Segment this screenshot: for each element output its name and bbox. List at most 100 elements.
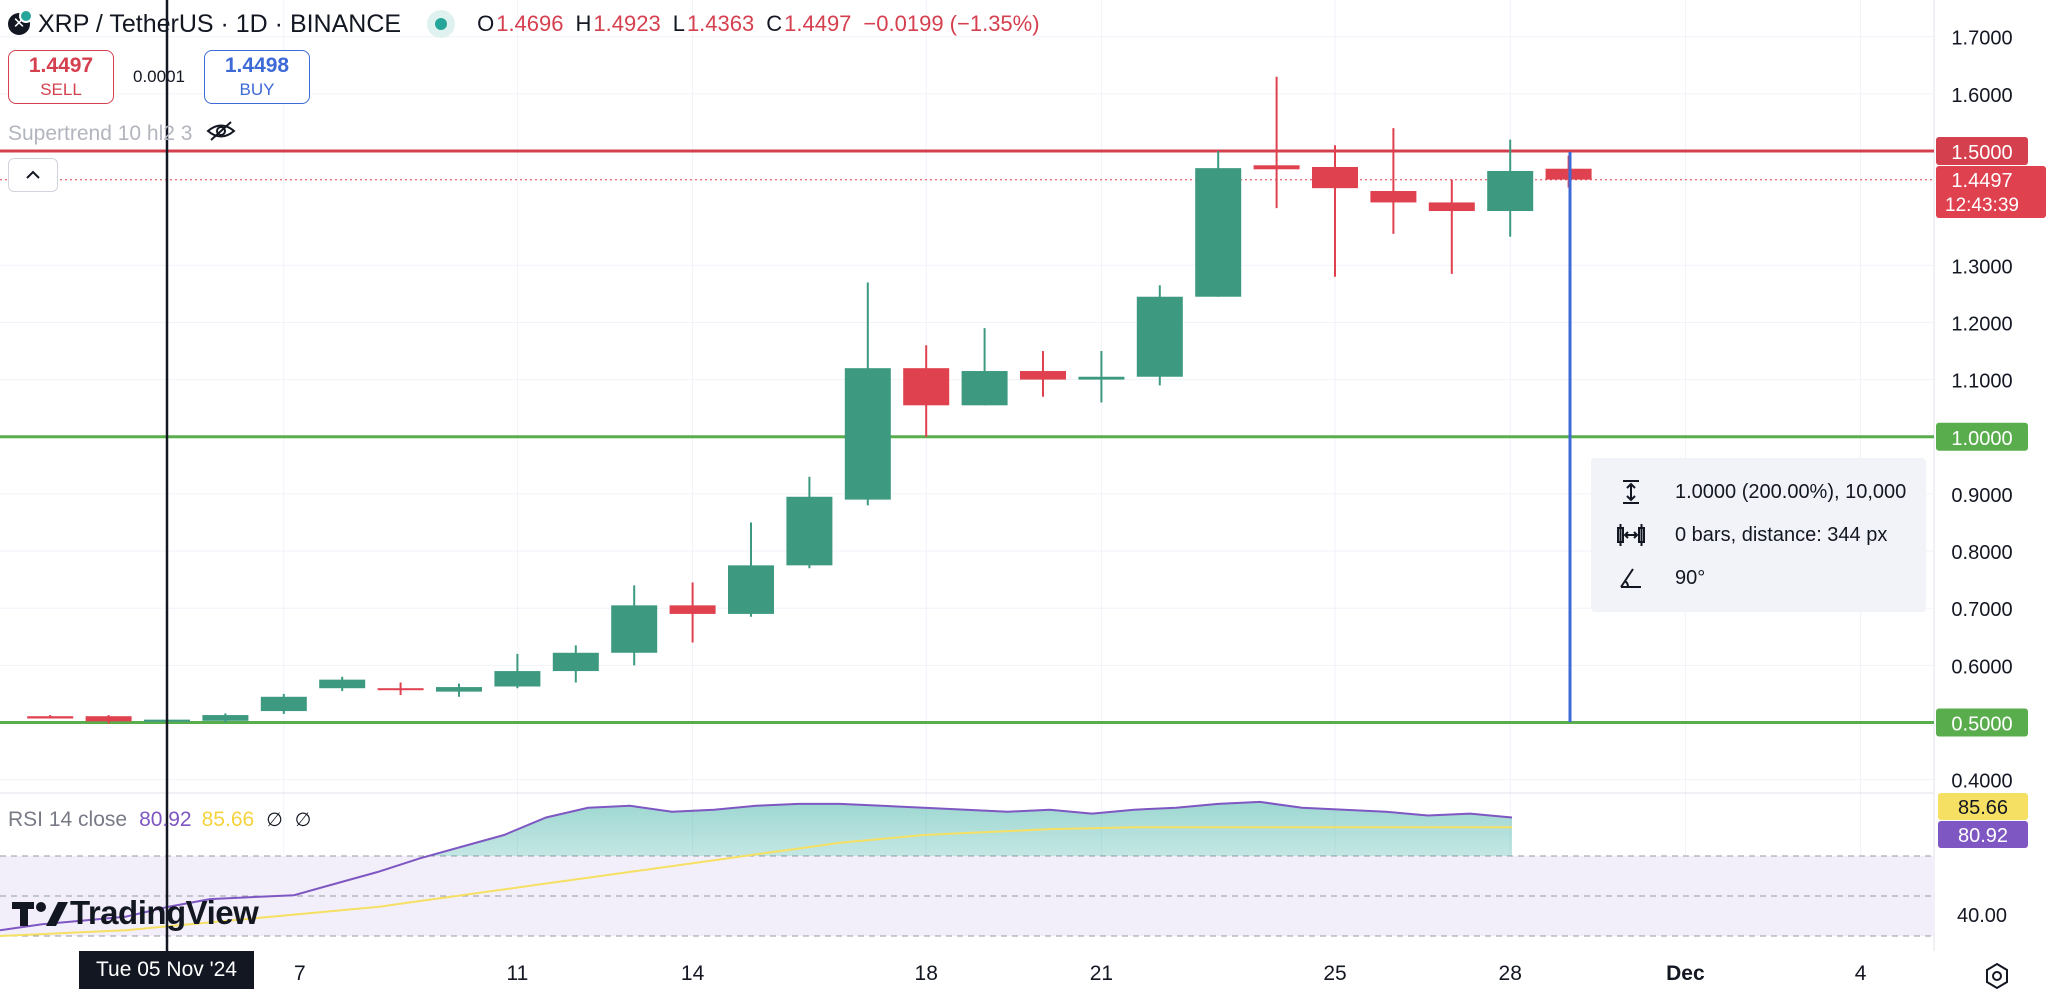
tradingview-logo[interactable]: TradingView — [12, 894, 259, 932]
candle-body — [786, 496, 833, 566]
price-range-icon — [1613, 479, 1649, 505]
ohlc-low: L1.4363 — [673, 11, 755, 37]
candle-body — [669, 605, 716, 614]
price-tag-0.5000: 0.5000 — [1951, 714, 2012, 736]
sell-price: 1.4497 — [28, 54, 94, 77]
close-label: C — [766, 11, 783, 36]
rsi-tag-bg — [1938, 821, 2028, 848]
x-tick-11: 11 — [506, 962, 528, 985]
open-value: 1.4696 — [496, 11, 564, 36]
measure-angle-text: 90° — [1675, 566, 1706, 589]
candle-body — [1428, 202, 1475, 212]
price-tick-1.7000: 1.7000 — [1951, 28, 2012, 50]
price-tick-0.8000: 0.8000 — [1951, 542, 2012, 564]
measure-price-text: 1.0000 (200.00%), 10,000 — [1675, 480, 1907, 503]
rsi-null-1: ∅ — [266, 809, 283, 831]
candle-body — [436, 687, 482, 692]
x-tick-Dec: Dec — [1666, 962, 1705, 985]
candle-body — [1195, 168, 1242, 297]
candles[interactable] — [27, 76, 1592, 724]
rsi-axis-tick: 40.00 — [1957, 905, 2007, 927]
candle-body — [844, 368, 891, 500]
candle-body — [260, 696, 307, 712]
candle-body — [1370, 191, 1417, 203]
rsi-value: 80.92 — [139, 808, 192, 831]
ohlc-close: C1.4497 — [766, 11, 851, 37]
close-symbol-icon[interactable]: ✕ — [8, 9, 33, 35]
x-tick-7: 7 — [294, 962, 306, 985]
symbol-title[interactable]: XRP / TetherUS · 1D · BINANCE — [38, 9, 402, 38]
buy-button[interactable]: 1.4498 BUY — [204, 50, 310, 104]
x-tick-18: 18 — [915, 962, 938, 985]
gear-icon — [1986, 962, 2008, 990]
rsi-bands — [0, 855, 1934, 937]
price-tick-0.4000: 0.4000 — [1951, 771, 2012, 793]
sell-button[interactable]: 1.4497 SELL — [8, 50, 114, 104]
collapse-legend-button[interactable] — [8, 158, 58, 192]
x-tick-14: 14 — [681, 962, 705, 985]
candle-body — [27, 716, 74, 719]
tradingview-logo-icon — [12, 902, 68, 926]
market-open-icon — [427, 10, 456, 38]
buy-label: BUY — [239, 80, 275, 99]
measure-angle-row: 90° — [1613, 563, 1705, 593]
price-tick-1.3000: 1.3000 — [1951, 256, 2012, 278]
price-tick-1.1000: 1.1000 — [1951, 371, 2012, 393]
candle-body — [1020, 371, 1066, 380]
rsi-ma-tag-bg — [1938, 793, 2028, 820]
spread-value: 0.0001 — [133, 67, 185, 86]
trade-panel: 1.4497 SELL 0.0001 1.4498 BUY — [8, 50, 310, 104]
rsi-label: RSI 14 close — [8, 808, 128, 831]
rsi-ma-line — [0, 826, 1512, 937]
price-tick-1.6000: 1.6000 — [1951, 85, 2012, 107]
measure-bars-text: 0 bars, distance: 344 px — [1675, 523, 1888, 546]
candle-body — [552, 652, 599, 672]
price-change: −0.0199 (−1.35%) — [863, 11, 1040, 36]
rsi-overbought-fill — [0, 801, 1512, 856]
low-label: L — [672, 11, 685, 36]
chart-settings-button[interactable] — [1983, 962, 2011, 995]
hidden-eye-icon[interactable] — [206, 120, 237, 148]
x-tick-4: 4 — [1855, 962, 1867, 985]
brand-name: TradingView — [70, 894, 259, 931]
candle-body — [961, 371, 1008, 406]
low-value: 1.4363 — [686, 11, 755, 36]
measure-price-row: 1.0000 (200.00%), 10,000 — [1613, 477, 1906, 507]
candle-body — [728, 565, 774, 614]
price-tag-bg — [1936, 708, 2028, 737]
open-label: O — [477, 11, 495, 36]
rsi-pane[interactable] — [0, 800, 1513, 937]
horizontal-levels[interactable] — [0, 149, 1934, 724]
candle-body — [319, 679, 366, 689]
candle-body — [1487, 171, 1534, 212]
price-tick-0.7000: 0.7000 — [1951, 599, 2012, 621]
crosshair-date-label: Tue 05 Nov '24 — [79, 951, 254, 989]
measure-bars-row: 0 bars, distance: 344 px — [1613, 520, 1887, 550]
high-value: 1.4923 — [593, 11, 661, 36]
chevron-up-icon — [26, 170, 40, 179]
rsi-legend[interactable]: RSI 14 close 80.92 85.66 ∅ ∅ — [8, 808, 311, 832]
x-tick-21: 21 — [1090, 962, 1113, 985]
candle-body — [202, 715, 249, 721]
last-price-tag-bg — [1936, 166, 2046, 218]
time-axis[interactable]: 7 11 14 18 21 25 28 Dec 4 — [294, 962, 1867, 985]
price-tick-0.6000: 0.6000 — [1951, 656, 2012, 678]
measure-info-box: 1.0000 (200.00%), 10,000 0 bars, distanc… — [1591, 458, 1926, 612]
candle-body — [1253, 165, 1300, 170]
ohlc-high: H1.4923 — [576, 11, 661, 37]
candle-body — [1136, 296, 1183, 377]
sell-label: SELL — [40, 80, 82, 99]
candle-body — [1078, 376, 1125, 380]
candle-body — [494, 671, 541, 687]
x-tick-25: 25 — [1323, 962, 1346, 985]
supertrend-legend[interactable]: Supertrend 10 hl2 3 — [8, 120, 237, 148]
countdown-tag: 12:43:39 — [1945, 195, 2019, 216]
candle-body — [377, 688, 424, 691]
rsi-ma-tag: 85.66 — [1958, 797, 2008, 819]
angle-icon — [1613, 567, 1649, 589]
price-tag-bg — [1936, 137, 2028, 165]
high-label: H — [575, 11, 592, 36]
last-price-tag: 1.4497 — [1951, 170, 2012, 192]
price-axis[interactable]: 1.7000 1.6000 1.5000 1.3000 1.2000 1.1000 1.00… — [1936, 28, 2046, 927]
